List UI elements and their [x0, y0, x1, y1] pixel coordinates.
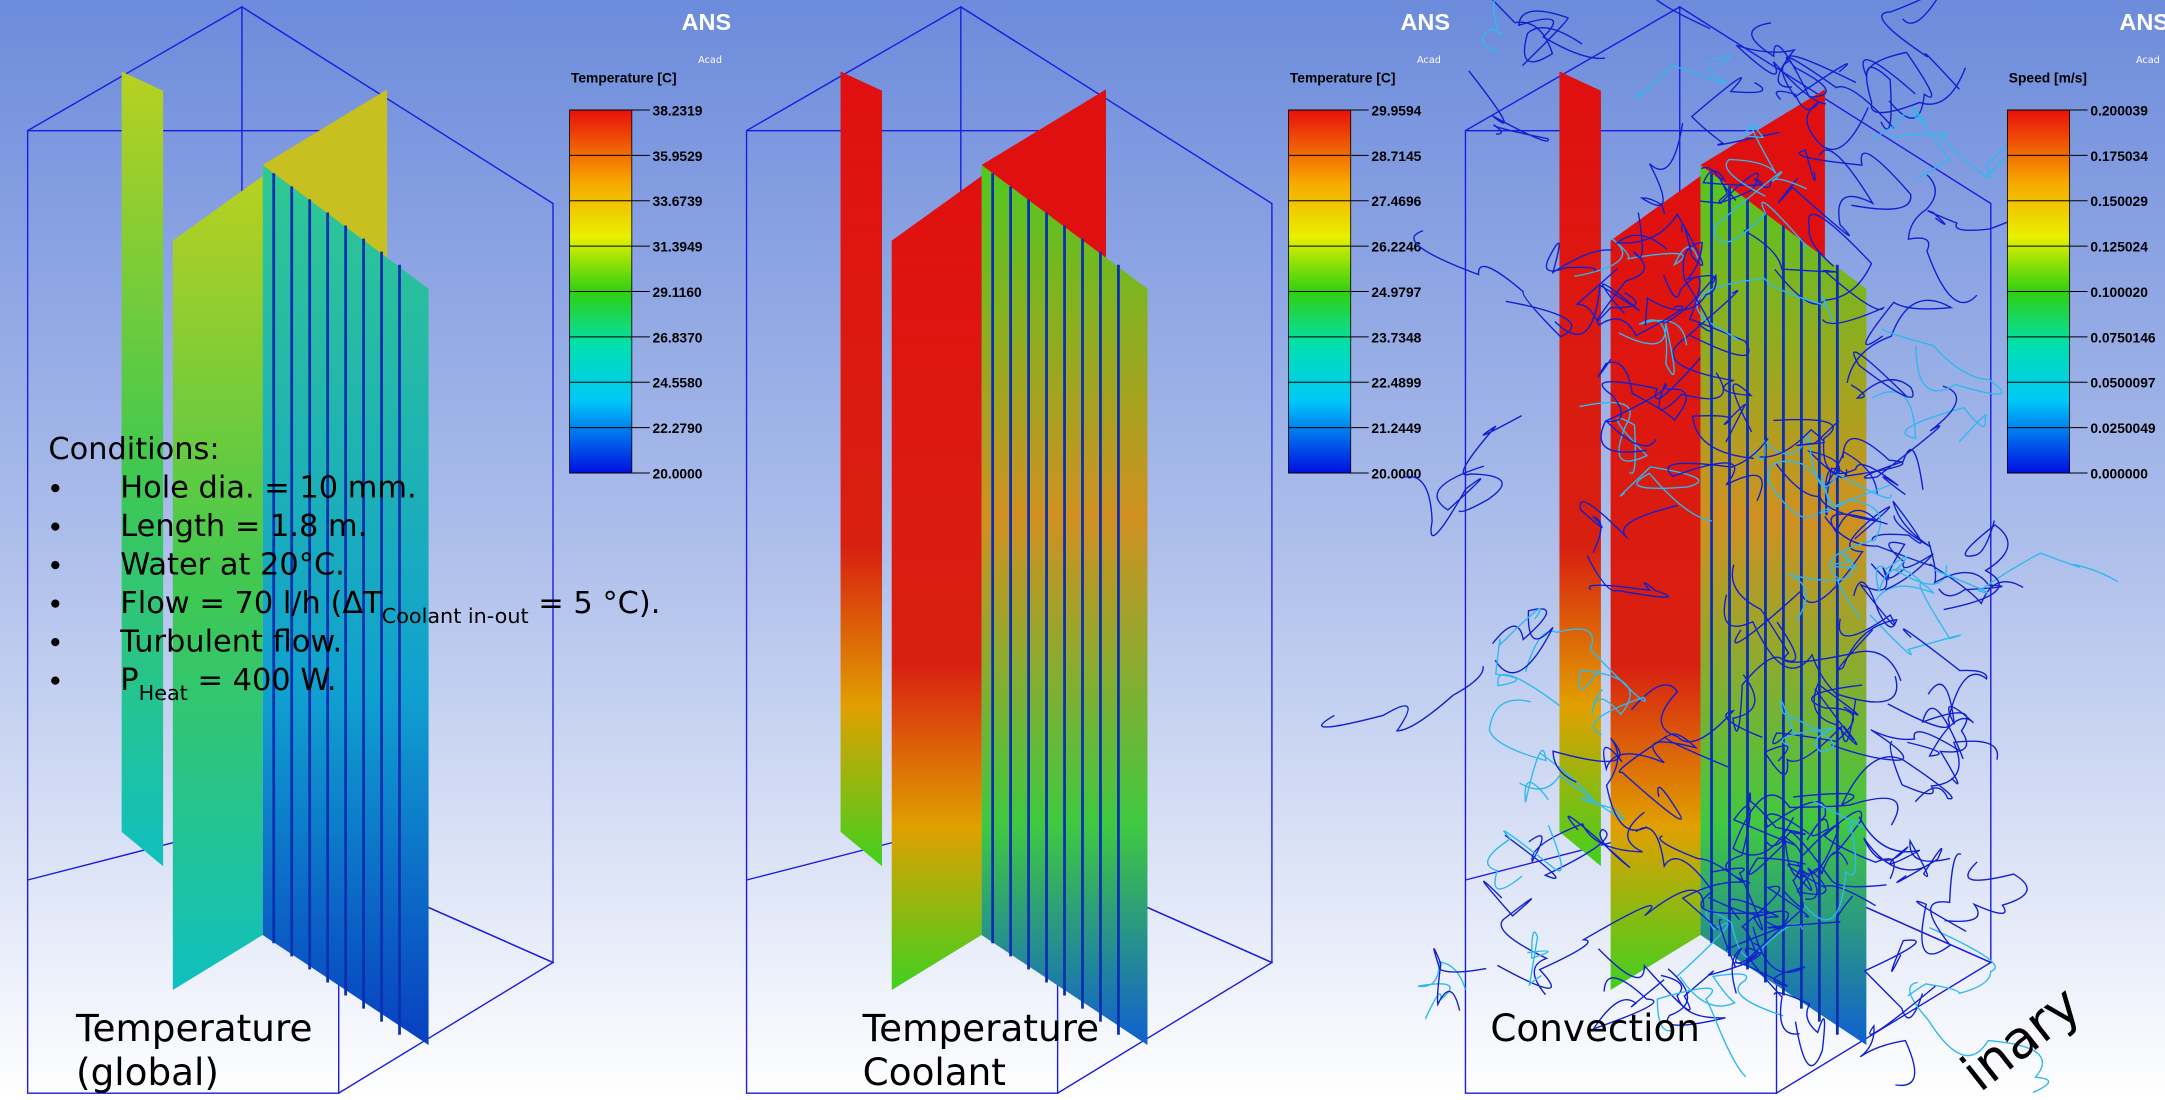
text-run: Water at 20°C. — [120, 548, 345, 583]
bullet — [51, 677, 59, 685]
plate — [122, 72, 163, 867]
bullet — [51, 561, 59, 569]
legend-label: 20.0000 — [1371, 467, 1421, 482]
condition-item: Water at 20°C. — [120, 548, 345, 583]
legend-title: Temperature [C] — [1290, 71, 1396, 86]
legend-label: 20.0000 — [653, 467, 703, 482]
legend-label: 24.9797 — [1371, 285, 1421, 300]
legend-label: 22.4899 — [1371, 376, 1421, 391]
legend-label: 26.8370 — [653, 330, 703, 345]
text-run: Flow = 70 l/h (ΔT — [120, 586, 382, 621]
legend-label: 33.6739 — [653, 194, 703, 209]
text-run: = 400 W. — [188, 663, 337, 698]
legend-label: 0.0750146 — [2090, 330, 2156, 345]
bullet — [51, 523, 59, 531]
logo-sub: Acad — [698, 55, 722, 66]
logo: ANS — [2119, 9, 2165, 35]
legend-title: Temperature [C] — [571, 71, 677, 86]
legend-label: 31.3949 — [653, 240, 703, 255]
logo: ANS — [1400, 9, 1450, 35]
text-run: P — [120, 663, 138, 698]
legend-label: 29.9594 — [1371, 104, 1421, 119]
legend-label: 0.0500097 — [2090, 376, 2156, 391]
legend-title: Speed [m/s] — [2009, 71, 2087, 86]
plate — [841, 72, 882, 867]
plate — [892, 176, 982, 990]
condition-item: Length = 1.8 m. — [120, 509, 367, 544]
legend-label: 0.150029 — [2090, 194, 2148, 209]
subscript: Heat — [139, 681, 188, 705]
text-run: Hole dia. = 10 mm. — [120, 471, 416, 506]
caption: Convection — [1490, 1006, 1700, 1050]
logo-sub: Acad — [1417, 55, 1441, 66]
legend-label: 27.4696 — [1371, 194, 1421, 209]
conditions-title: Conditions: — [48, 432, 219, 467]
legend-label: 0.100020 — [2090, 285, 2148, 300]
legend-label: 0.000000 — [2090, 467, 2148, 482]
subscript: Coolant in-out — [382, 604, 529, 628]
bullet — [51, 600, 59, 608]
text-run: Length = 1.8 m. — [120, 509, 367, 544]
legend-label: 24.5580 — [653, 376, 703, 391]
text-run: = 5 °C). — [529, 586, 661, 621]
plate — [173, 176, 263, 990]
bullet — [51, 484, 59, 492]
screenshot: ANS Acad Temperature [C] 38.2319 35.9529 33.6… — [0, 0, 2165, 1100]
condition-item: Turbulent flow. — [119, 625, 342, 660]
caption: Temperature — [862, 1006, 1099, 1050]
legend-label: 23.7348 — [1371, 330, 1421, 345]
legend-label: 0.175034 — [2090, 149, 2148, 164]
caption: Coolant — [863, 1050, 1006, 1094]
bullet — [51, 638, 59, 646]
logo-sub: Acad — [2136, 55, 2160, 66]
legend-label: 29.1160 — [653, 285, 702, 300]
logo: ANS — [682, 9, 732, 35]
legend-label: 38.2319 — [653, 104, 703, 119]
legend-label: 0.200039 — [2090, 104, 2148, 119]
legend-label: 35.9529 — [653, 149, 703, 164]
page: ANS Acad Temperature [C] 38.2319 35.9529 33.6… — [0, 0, 2165, 1100]
caption: (global) — [76, 1050, 219, 1094]
legend-label: 28.7145 — [1371, 149, 1421, 164]
legend-label: 21.2449 — [1371, 421, 1421, 436]
legend-label: 22.2790 — [653, 421, 703, 436]
plate — [1559, 72, 1600, 867]
legend-label: 0.125024 — [2090, 240, 2148, 255]
legend-label: 26.2246 — [1371, 240, 1421, 255]
text-run: Turbulent flow. — [119, 625, 342, 660]
legend-label: 0.0250049 — [2090, 421, 2156, 436]
caption: Temperature — [75, 1006, 312, 1050]
condition-item: Hole dia. = 10 mm. — [120, 471, 416, 506]
